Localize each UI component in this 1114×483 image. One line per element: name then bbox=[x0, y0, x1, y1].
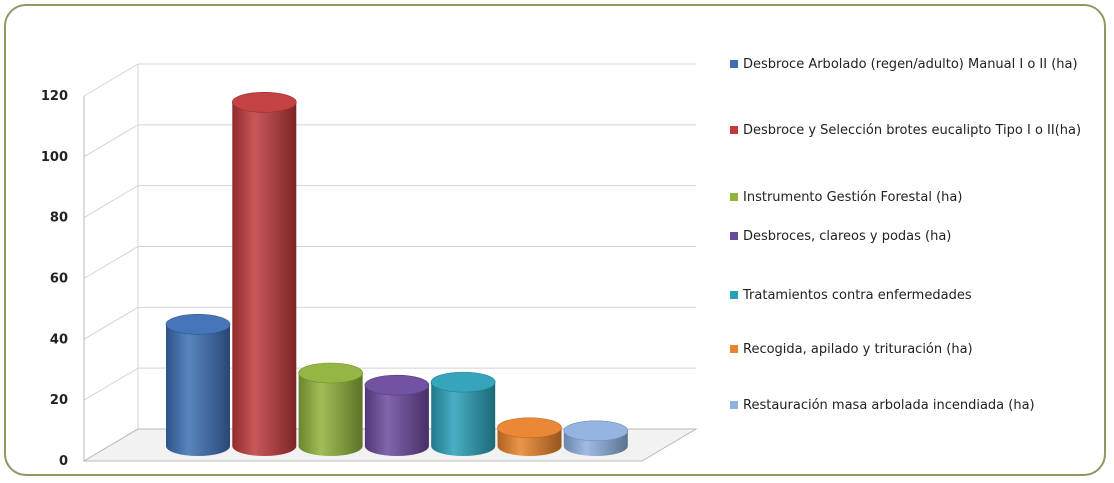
bar-body bbox=[298, 373, 363, 456]
legend-swatch bbox=[730, 126, 738, 134]
grid-line bbox=[83, 63, 696, 97]
grid-line bbox=[83, 246, 696, 279]
bar-top bbox=[165, 314, 231, 335]
bar-top bbox=[364, 374, 430, 396]
y-tick-label: 80 bbox=[50, 211, 68, 226]
legend-item: Desbroce y Selección brotes eucalipto Ti… bbox=[730, 121, 1102, 140]
legend-item: Desbroce Arbolado (regen/adulto) Manual … bbox=[730, 55, 1102, 74]
legend-item: Tratamientos contra enfermedades bbox=[730, 286, 1102, 305]
y-tick-label: 120 bbox=[41, 89, 68, 104]
legend-swatch bbox=[730, 60, 738, 68]
legend-label: Recogida, apilado y trituración (ha) bbox=[743, 342, 973, 357]
legend-swatch bbox=[730, 232, 738, 240]
bar bbox=[563, 420, 629, 456]
bar-top bbox=[231, 91, 297, 113]
bars bbox=[165, 91, 629, 456]
chart-frame: 0 20 40 60 80 100 120 Desbroce Arbolado (regen… bbox=[4, 4, 1106, 476]
bar bbox=[497, 417, 562, 456]
legend-swatch bbox=[730, 401, 738, 409]
bar bbox=[165, 314, 231, 456]
bar-body bbox=[232, 102, 297, 456]
y-tick-label: 40 bbox=[50, 332, 68, 347]
legend-item: Restauración masa arbolada incendiada (h… bbox=[730, 396, 1102, 415]
legend-label: Restauración masa arbolada incendiada (h… bbox=[743, 398, 1035, 413]
bar-top bbox=[497, 417, 562, 439]
grid-line bbox=[83, 185, 696, 219]
grid-line bbox=[83, 124, 696, 158]
legend-label: Instrumento Gestión Forestal (ha) bbox=[743, 190, 963, 205]
legend-swatch bbox=[730, 291, 738, 299]
y-tick-label: 100 bbox=[41, 150, 68, 165]
legend-swatch bbox=[730, 345, 738, 353]
legend-item: Desbroces, clareos y podas (ha) bbox=[730, 227, 1102, 246]
bar-body bbox=[166, 324, 230, 456]
bar bbox=[364, 374, 430, 456]
bar bbox=[298, 362, 363, 456]
legend-item: Instrumento Gestión Forestal (ha) bbox=[730, 188, 1102, 207]
y-tick-label: 0 bbox=[59, 454, 68, 469]
bar bbox=[231, 91, 297, 456]
legend-label: Desbroces, clareos y podas (ha) bbox=[743, 229, 952, 244]
bar-body bbox=[364, 385, 429, 456]
y-tick-label: 60 bbox=[50, 272, 68, 287]
legend-item: Recogida, apilado y trituración (ha) bbox=[730, 340, 1102, 359]
legend-label: Desbroce y Selección brotes eucalipto Ti… bbox=[743, 123, 1082, 138]
bar-top bbox=[430, 371, 496, 393]
y-axis: 0 20 40 60 80 100 120 bbox=[41, 64, 139, 469]
legend-swatch bbox=[730, 193, 738, 201]
legend-label: Tratamientos contra enfermedades bbox=[743, 288, 972, 303]
bar-chart: 0 20 40 60 80 100 120 bbox=[41, 63, 698, 469]
y-tick-label: 20 bbox=[50, 393, 68, 408]
bar-top bbox=[563, 420, 629, 442]
bar-body bbox=[431, 382, 496, 456]
legend-label: Desbroce Arbolado (regen/adulto) Manual … bbox=[743, 57, 1078, 72]
bar-top bbox=[298, 362, 363, 384]
bar bbox=[430, 371, 496, 456]
